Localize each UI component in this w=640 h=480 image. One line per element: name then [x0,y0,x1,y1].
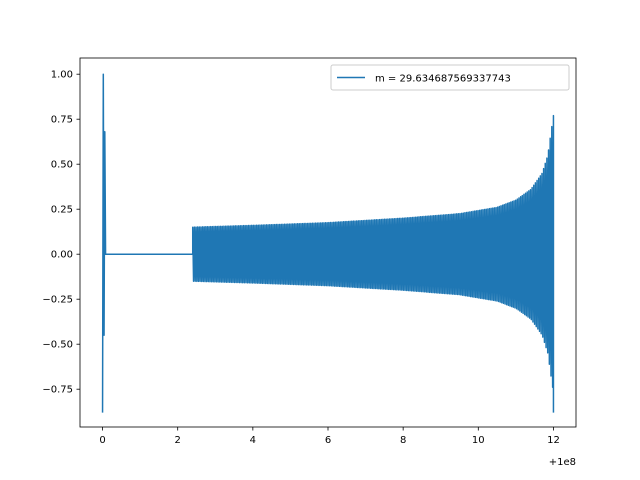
x-offset-label: +1e8 [549,457,576,468]
x-tick-label: 10 [472,435,485,446]
x-tick-label: 12 [547,435,560,446]
y-tick-label: −0.75 [42,385,73,396]
y-tick-label: −0.50 [42,340,73,351]
x-tick-label: 0 [99,435,105,446]
ticks-layer: 0 2 4 6 8 10 12 −0.75 −0.50 −0.25 0.00 0.25 0.50 0.75… [42,70,559,446]
y-tick-label: −0.25 [42,295,73,306]
x-tick-label: 2 [175,435,181,446]
y-tick-label: 0.00 [51,250,73,261]
y-tick-label: 0.50 [51,160,73,171]
series-line-0 [101,73,555,413]
x-tick-label: 6 [325,435,331,446]
legend: m = 29.634687569337743 [330,64,570,91]
legend-label: m = 29.634687569337743 [375,74,511,85]
x-tick-label: 8 [400,435,406,446]
legend-box [330,64,570,91]
y-tick-label: 0.75 [51,115,73,126]
y-tick-label: 1.00 [51,70,73,81]
x-tick-label: 4 [250,435,256,446]
y-tick-label: 0.25 [51,205,73,216]
series-layer [101,73,555,413]
